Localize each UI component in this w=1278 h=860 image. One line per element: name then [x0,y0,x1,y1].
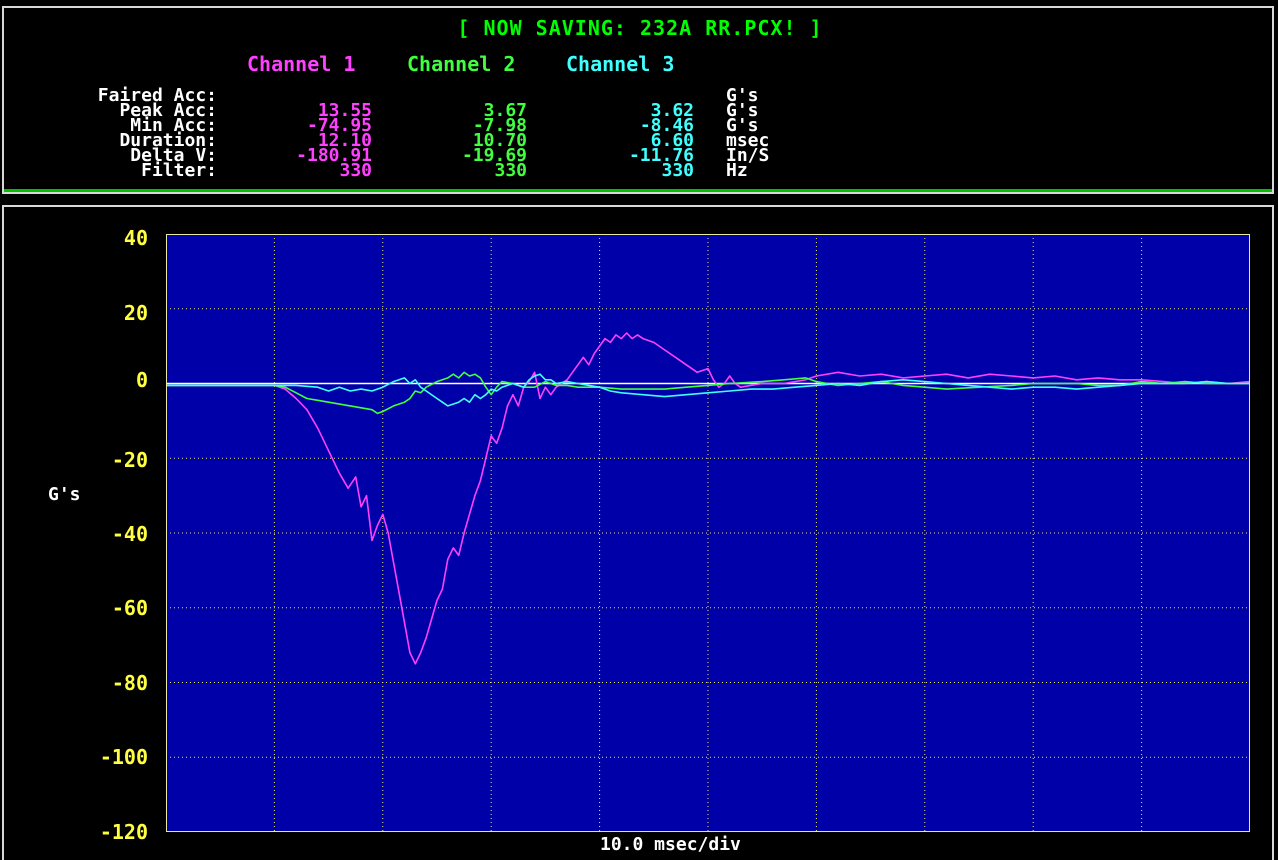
y-tick-label: -40 [111,522,148,546]
filter-ch3: 330 [661,160,694,181]
y-tick-label: 0 [135,368,148,392]
y-tick-label: -80 [111,671,148,695]
metric-label-duration: Duration: [119,130,217,151]
y-tick-label: -60 [111,596,148,620]
channel-1-label: Channel 1 [247,52,356,76]
peak-acc-ch1: 13.55 [317,100,372,121]
metric-unit-faired-acc: G's [726,85,759,106]
delta-v-ch1: -180.91 [296,145,372,166]
delta-v-ch2: -19.69 [461,145,527,166]
filter-ch2: 330 [494,160,527,181]
metric-label-min-acc: Min Acc: [130,115,217,136]
metric-label-filter: Filter: [141,160,217,181]
delta-v-ch3: -11.76 [628,145,694,166]
y-tick-label: -100 [99,745,148,769]
min-acc-ch1: -74.95 [306,115,372,136]
filter-ch1: 330 [339,160,372,181]
duration-ch2: 10.70 [472,130,527,151]
series-line-channel-2 [166,371,1250,415]
plot-frame [166,234,1250,832]
y-tick-label: -20 [111,448,148,472]
metric-unit-filter: Hz [726,160,748,181]
metric-label-faired-acc: Faired Acc: [97,85,217,106]
x-axis-label: 10.0 msec/div [600,834,741,855]
series-line-channel-3 [166,373,1250,407]
metric-unit-peak-acc: G's [726,100,759,121]
duration-ch1: 12.10 [317,130,372,151]
channel-2-label: Channel 2 [407,52,516,76]
channel-3-label: Channel 3 [566,52,675,76]
acceleration-plot [166,234,1250,832]
y-tick-label: -120 [99,820,148,844]
series-line-channel-1 [166,332,1250,665]
header-divider [4,189,1272,192]
metric-unit-min-acc: G's [726,115,759,136]
peak-acc-ch3: 3.62 [650,100,694,121]
duration-ch3: 6.60 [650,130,694,151]
results-header-panel: [ NOW SAVING: 232A RR.PCX! ] Channel 1 C… [2,6,1274,194]
min-acc-ch3: -8.46 [639,115,694,136]
metric-unit-duration: msec [726,130,770,151]
y-tick-label: 40 [123,226,148,250]
metric-label-delta-v: Delta V: [130,145,217,166]
save-status-text: [ NOW SAVING: 232A RR.PCX! ] [457,16,823,40]
y-tick-label: 20 [123,301,148,325]
min-acc-ch2: -7.98 [472,115,527,136]
peak-acc-ch2: 3.67 [483,100,527,121]
y-axis-label: G's [48,484,81,505]
metric-label-peak-acc: Peak Acc: [119,100,217,121]
metric-unit-delta-v: In/S [726,145,770,166]
